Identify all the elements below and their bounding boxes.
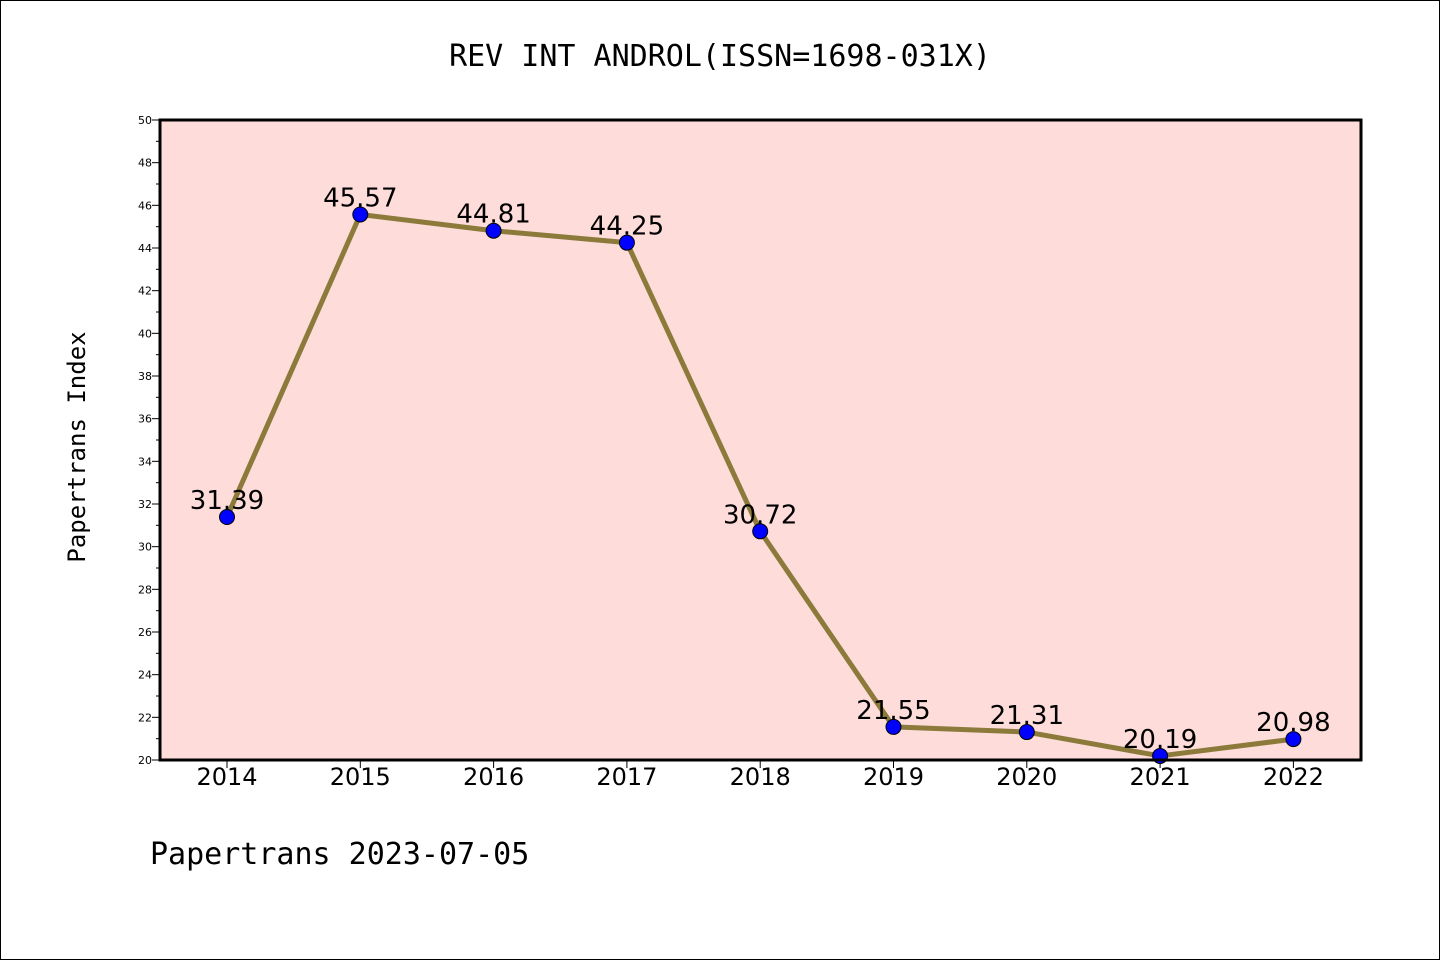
data-label: 20.19 bbox=[1123, 725, 1197, 755]
data-point bbox=[1285, 731, 1302, 748]
data-label: 44.81 bbox=[456, 200, 530, 230]
x-tick-label: 2015 bbox=[330, 763, 391, 791]
data-label: 21.31 bbox=[990, 701, 1064, 731]
y-tick-label: 26 bbox=[138, 626, 152, 639]
y-tick-label: 24 bbox=[138, 669, 152, 682]
y-axis-label: Papertrans Index bbox=[63, 331, 91, 562]
data-point bbox=[1018, 724, 1035, 741]
data-label: 31.39 bbox=[190, 486, 264, 516]
data-label: 21.55 bbox=[856, 696, 930, 726]
y-tick-label: 36 bbox=[138, 413, 152, 426]
y-tick-label: 20 bbox=[138, 754, 152, 767]
footer-text: Papertrans 2023-07-05 bbox=[150, 837, 529, 872]
data-point bbox=[885, 718, 902, 735]
data-point bbox=[485, 222, 502, 239]
data-point bbox=[618, 234, 635, 251]
y-tick-label: 44 bbox=[138, 242, 152, 255]
data-label: 45.57 bbox=[323, 184, 397, 214]
data-label: 44.25 bbox=[590, 212, 664, 242]
data-point bbox=[219, 509, 235, 526]
x-tick-label: 2017 bbox=[596, 763, 657, 791]
y-tick-label: 46 bbox=[138, 199, 152, 212]
x-tick-label: 2022 bbox=[1263, 763, 1324, 791]
x-tick-label: 2021 bbox=[1130, 763, 1191, 791]
y-tick-label: 28 bbox=[138, 583, 152, 596]
plot-area bbox=[160, 120, 1361, 760]
x-axis: 2014 2015 2016 2017 2018 2019 2020 2021 2022 bbox=[196, 760, 1324, 791]
y-tick-label: 50 bbox=[138, 114, 152, 127]
y-tick-label: 42 bbox=[138, 285, 152, 298]
series-layer: 31.39 45.57 44.81 44.25 30.72 21.55 21.31 20.19… bbox=[190, 184, 1331, 764]
x-tick-label: 2018 bbox=[730, 763, 791, 791]
y-tick-label: 32 bbox=[138, 498, 152, 511]
x-tick-label: 2019 bbox=[863, 763, 924, 791]
x-tick-label: 2016 bbox=[463, 763, 524, 791]
y-tick-label: 30 bbox=[138, 541, 152, 554]
x-tick-label: 2020 bbox=[996, 763, 1057, 791]
chart-title: REV INT ANDROL(ISSN=1698-031X) bbox=[449, 39, 991, 74]
data-point bbox=[752, 523, 769, 540]
data-label: 30.72 bbox=[723, 500, 797, 530]
data-label: 20.98 bbox=[1256, 708, 1330, 738]
y-tick-label: 22 bbox=[138, 711, 152, 724]
y-tick-label: 34 bbox=[138, 455, 152, 468]
plot-border bbox=[158, 118, 1363, 762]
y-tick-label: 40 bbox=[138, 327, 152, 340]
y-axis: 20 22 24 26 28 30 32 34 36 38 40 42 44 46 48 50 bbox=[138, 114, 160, 767]
data-point bbox=[352, 206, 369, 223]
x-tick-label: 2014 bbox=[196, 763, 257, 791]
y-tick-label: 48 bbox=[138, 157, 152, 170]
y-tick-label: 38 bbox=[138, 370, 152, 383]
